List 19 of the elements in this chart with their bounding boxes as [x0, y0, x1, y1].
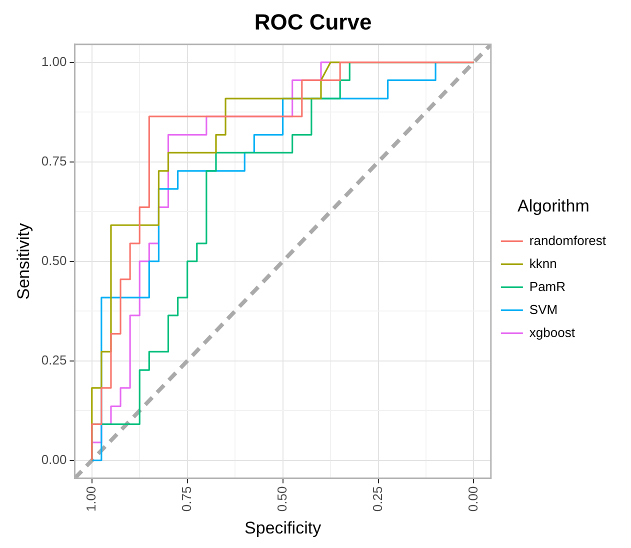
chart-title: ROC Curve — [254, 9, 372, 34]
legend-label: kknn — [529, 256, 557, 271]
y-tick-label: 0.75 — [41, 153, 67, 168]
legend-label: xgboost — [529, 324, 576, 340]
x-tick-label: 1.00 — [83, 486, 98, 512]
y-tick-label: 0.25 — [41, 352, 67, 368]
y-tick-label: 1.00 — [41, 54, 67, 69]
y-tick-label: 0.50 — [41, 252, 67, 268]
x-tick-label: 0.00 — [465, 486, 480, 512]
x-tick-label: 0.50 — [274, 486, 290, 512]
legend-label: randomforest — [529, 232, 606, 248]
x-tick-label: 0.25 — [370, 486, 385, 512]
x-tick-label: 0.75 — [178, 486, 194, 512]
legend-title: Algorithm — [518, 196, 590, 216]
y-axis-title: Sensitivity — [14, 222, 33, 300]
legend-label: PamR — [529, 278, 566, 294]
y-tick-label: 0.00 — [41, 452, 67, 467]
x-axis-title: Specificity — [244, 518, 322, 538]
legend-label: SVM — [529, 302, 558, 317]
